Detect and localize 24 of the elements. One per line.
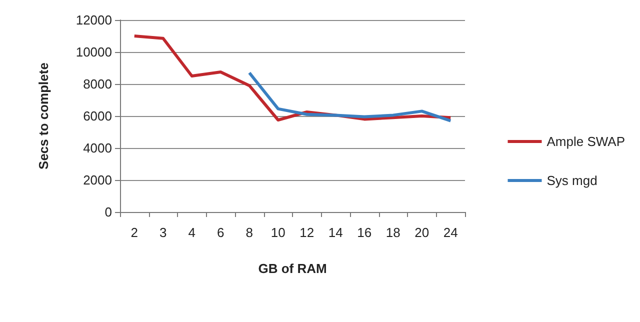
y-tick-label: 4000 [83, 140, 112, 156]
legend-label: Ample SWAP [546, 134, 626, 149]
line-series [248, 71, 452, 122]
x-tick-label: 10 [270, 225, 286, 240]
x-tick-label: 6 [217, 225, 224, 240]
x-tick-label: 24 [443, 225, 458, 240]
y-tick-label: 6000 [83, 108, 112, 124]
y-tick-label: 0 [104, 204, 112, 220]
x-tick-label: 16 [357, 225, 372, 240]
x-tick-label: 20 [414, 225, 430, 240]
x-tick-label: 3 [160, 225, 167, 240]
y-tick-label: 10000 [76, 44, 112, 60]
x-tick-label: 2 [130, 225, 138, 240]
x-tick-label: 12 [300, 225, 314, 240]
y-tick-label: 8000 [83, 76, 112, 92]
y-tick-label: 2000 [83, 172, 112, 188]
y-tick-label: 12000 [76, 12, 112, 28]
x-axis-title: GB of RAM [258, 261, 327, 276]
legend-label: Sys mgd [546, 173, 598, 188]
x-tick-label: 18 [386, 225, 400, 240]
x-tick-label: 8 [246, 225, 253, 240]
y-axis-title: Secs to complete [36, 62, 51, 170]
x-tick-label: 4 [188, 225, 196, 240]
x-tick-label: 14 [328, 225, 343, 240]
